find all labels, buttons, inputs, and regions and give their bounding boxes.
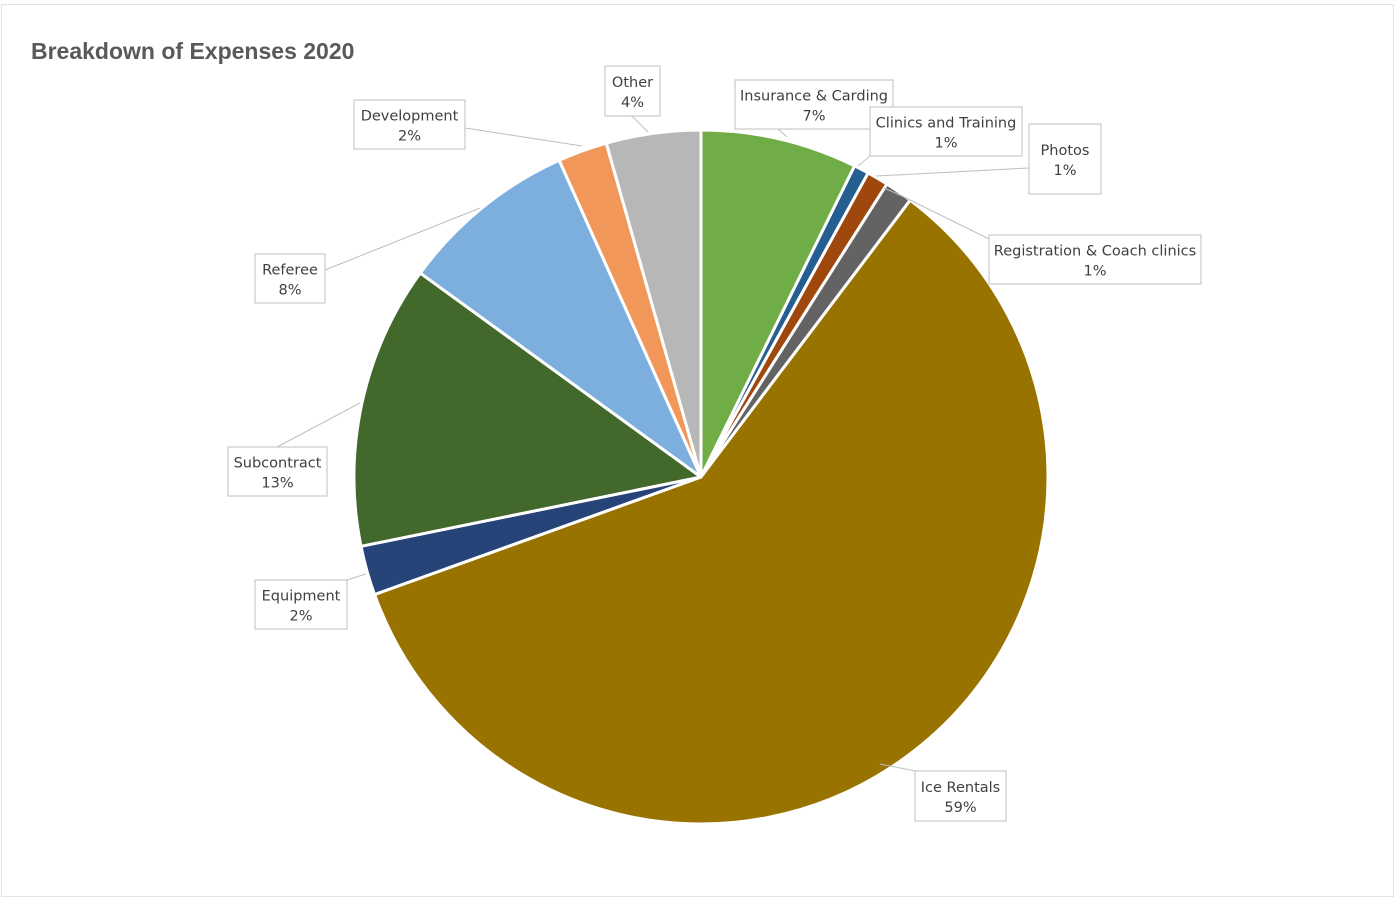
data-label: Photos 1% — [1028, 123, 1102, 195]
data-label-category: Ice Rentals — [921, 780, 1000, 796]
data-label-percent: 7% — [802, 109, 825, 125]
data-label: Other 4% — [604, 65, 661, 117]
data-label-category: Registration & Coach clinics — [994, 244, 1196, 260]
data-label-box — [734, 79, 894, 130]
data-label-percent: 1% — [1083, 264, 1106, 280]
data-label-box — [604, 65, 661, 117]
data-label: Insurance & Carding 7% — [734, 79, 894, 130]
data-label-category: Equipment — [262, 589, 341, 605]
leader-line — [875, 167, 1030, 177]
data-label: Clinics and Training 1% — [869, 106, 1023, 157]
data-label-category: Photos — [1041, 143, 1090, 159]
data-label-category: Referee — [262, 263, 318, 279]
data-label-box — [353, 99, 466, 150]
data-label-box — [869, 106, 1023, 157]
pie-slice-referee — [418, 158, 703, 479]
data-label-percent: 13% — [261, 476, 293, 492]
data-label-box — [988, 234, 1202, 285]
chart-title: Breakdown of Expenses 2020 — [31, 38, 355, 64]
data-label: Equipment 2% — [254, 579, 348, 630]
leader-line — [631, 115, 649, 133]
pie-slice-other — [604, 128, 703, 479]
data-label-category: Clinics and Training — [876, 116, 1017, 132]
data-label: Subcontract 13% — [227, 446, 328, 497]
data-label-percent: 1% — [1053, 163, 1076, 179]
leader-line — [857, 155, 871, 167]
leader-line — [883, 187, 990, 240]
leader-line — [276, 402, 361, 448]
data-label-percent: 2% — [398, 129, 421, 145]
data-labels: Insurance & Carding 7% Clinics and Trainin… — [227, 65, 1202, 822]
pie-slice-insurance-carding — [699, 128, 857, 479]
data-label-percent: 4% — [621, 95, 644, 111]
data-label: Referee 8% — [254, 253, 326, 304]
data-label: Registration & Coach clinics 1% — [988, 234, 1202, 285]
leader-line — [879, 763, 916, 772]
pie-slice-ice-rentals — [373, 198, 1050, 826]
data-label-box — [914, 770, 1007, 822]
data-label-category: Development — [361, 109, 459, 125]
data-label-percent: 8% — [278, 283, 301, 299]
data-label: Ice Rentals 59% — [914, 770, 1007, 822]
data-label-box — [227, 446, 328, 497]
data-label: Development 2% — [353, 99, 466, 150]
data-label-category: Other — [612, 75, 653, 91]
leader-lines — [276, 115, 1030, 772]
data-label-box — [254, 253, 326, 304]
pie-slice-subcontract — [352, 271, 703, 548]
leader-line — [777, 128, 788, 138]
data-label-category: Insurance & Carding — [740, 89, 888, 105]
leader-line — [464, 127, 583, 147]
pie-slices — [352, 128, 1050, 826]
data-label-box — [254, 579, 348, 630]
data-label-percent: 2% — [289, 609, 312, 625]
data-label-percent: 1% — [934, 136, 957, 152]
data-label-category: Subcontract — [234, 456, 322, 472]
data-label-box — [1028, 123, 1102, 195]
leader-line — [324, 207, 481, 271]
leader-line — [346, 573, 367, 581]
data-label-percent: 59% — [944, 800, 976, 816]
